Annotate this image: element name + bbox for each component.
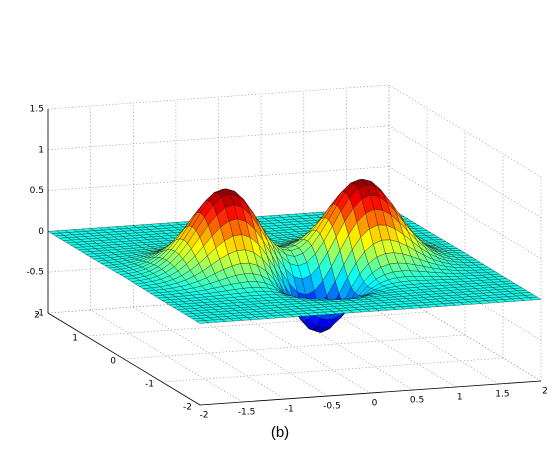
grid-line bbox=[388, 84, 542, 178]
grid-line bbox=[47, 125, 390, 151]
x-tick-label: 0 bbox=[372, 399, 378, 409]
grid-line bbox=[388, 125, 542, 219]
x-tick-label: 2 bbox=[542, 387, 548, 397]
y-tick-label: -2 bbox=[183, 403, 192, 413]
axis-ticks: -1 -0.5 0 0.5 1 1.5 -2 -1.5 -1 -0.5 0 0.5 1 1.5 2 -2 -1 0… bbox=[26, 105, 547, 421]
y-tick-label: 0 bbox=[110, 357, 116, 367]
grid-line bbox=[90, 309, 243, 403]
y-tick-label: -1 bbox=[145, 380, 154, 390]
grid-line bbox=[47, 166, 390, 191]
grid-line bbox=[161, 357, 504, 383]
grid-line bbox=[85, 311, 428, 337]
x-tick-label: -0.5 bbox=[323, 402, 341, 412]
y-tick-label: 1 bbox=[72, 334, 78, 344]
grid-line bbox=[175, 303, 329, 397]
grid-line bbox=[123, 334, 466, 360]
grid-line bbox=[388, 288, 542, 382]
x-tick-label: -2 bbox=[200, 411, 209, 421]
grid-line bbox=[260, 297, 414, 391]
z-tick-label: 0 bbox=[38, 227, 44, 237]
surface-mesh bbox=[47, 179, 542, 333]
x-axis-line bbox=[199, 380, 542, 406]
x-tick-label: 0.5 bbox=[410, 396, 424, 406]
z-tick-label: -1 bbox=[35, 309, 44, 319]
grid-line bbox=[47, 84, 390, 110]
z-tick-label: 1 bbox=[38, 145, 44, 155]
x-tick-label: -1 bbox=[285, 405, 294, 415]
z-tick-label: -0.5 bbox=[26, 268, 44, 278]
z-tick-label: 0.5 bbox=[30, 186, 44, 196]
z-tick-label: 1.5 bbox=[30, 105, 44, 115]
y-tick-label: 2 bbox=[34, 311, 40, 321]
grid-line bbox=[346, 291, 499, 385]
figure-caption: (b) bbox=[270, 424, 290, 441]
surface-facet bbox=[528, 296, 542, 301]
surface-plot: -1 -0.5 0 0.5 1 1.5 -2 -1.5 -1 -0.5 0 0.5 1 1.5 2 -2 -1 0… bbox=[26, 84, 548, 421]
y-axis-line bbox=[47, 312, 201, 406]
x-tick-label: 1 bbox=[457, 393, 463, 403]
x-tick-label: 1.5 bbox=[495, 390, 509, 400]
x-tick-label: -1.5 bbox=[238, 408, 256, 418]
grid-line bbox=[303, 294, 456, 388]
grid-line bbox=[388, 166, 542, 259]
